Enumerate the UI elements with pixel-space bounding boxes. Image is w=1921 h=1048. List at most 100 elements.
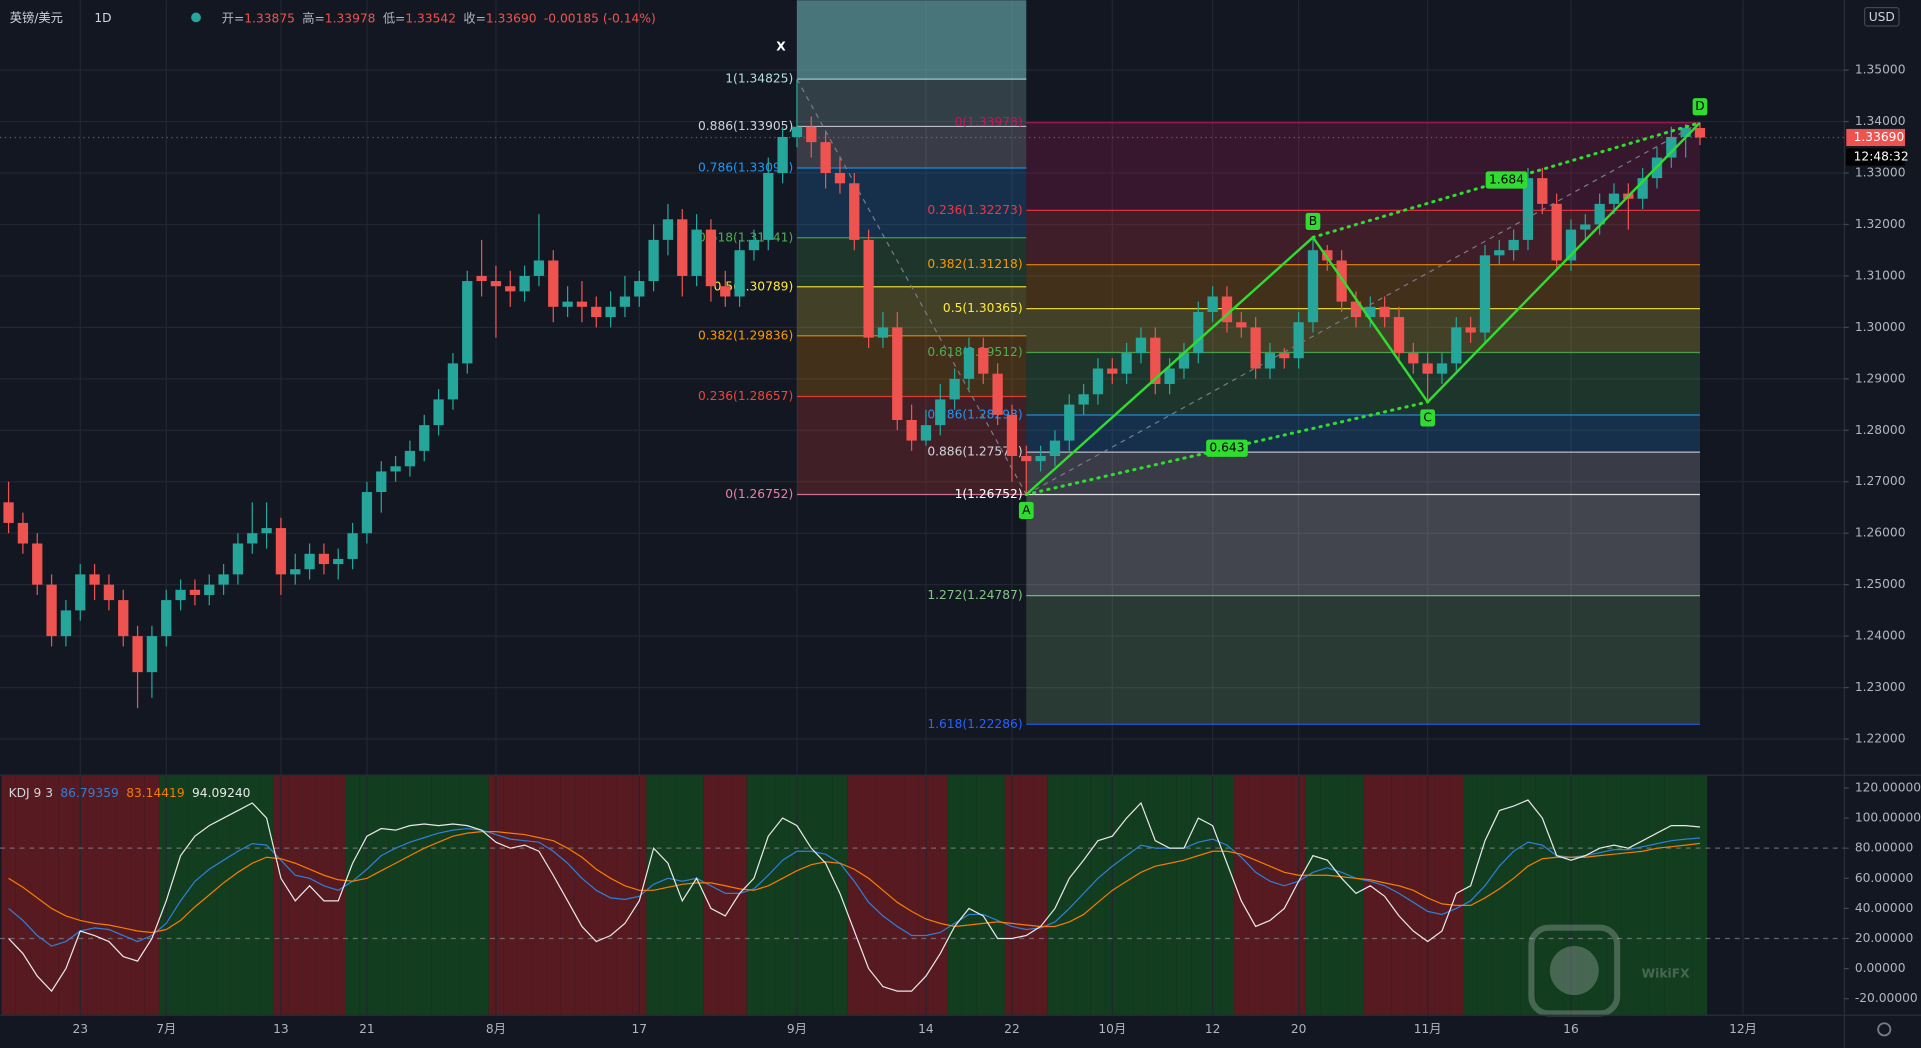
indicator-state (675, 775, 690, 1015)
candle-body (232, 543, 244, 575)
fib-zone (1026, 122, 1700, 211)
fib-zone (1026, 452, 1700, 495)
indicator-state (30, 775, 45, 1015)
candle-body (806, 126, 817, 143)
status-dot (191, 12, 201, 23)
indicator-state (1692, 775, 1708, 1015)
fib-label: 0(1.26752) (725, 487, 793, 501)
candle-body (490, 281, 502, 287)
candle-body (462, 281, 473, 364)
fib-zone (796, 237, 1027, 287)
ratio-label: 0.643 (1209, 441, 1244, 455)
settings-icon[interactable] (1877, 1022, 1892, 1037)
indicator-state (503, 775, 518, 1015)
field-label: 低= (383, 11, 406, 25)
candle-body (1680, 127, 1691, 137)
indicator-state (1549, 775, 1564, 1015)
fib-label: 1(1.26752) (955, 487, 1023, 501)
currency-box[interactable] (1864, 6, 1900, 27)
candle-body (89, 574, 100, 585)
candle-body (1436, 363, 1448, 374)
candle-body (1193, 311, 1204, 354)
candle-body (849, 183, 860, 240)
indicator-state (388, 775, 403, 1015)
candle-body (1307, 250, 1319, 323)
candle-body (1365, 306, 1376, 318)
symbol: 英镑/美元 (10, 10, 63, 25)
y-tick-label: 60.00000 (1855, 871, 1913, 885)
indicator-state (431, 775, 446, 1015)
candle-body (705, 229, 717, 287)
indicator-legend: KDJ 9 3 86.79359 83.14419 94.09240 (9, 785, 251, 799)
candle-body (1264, 353, 1276, 369)
indicator-state (832, 775, 848, 1015)
indicator-state (1305, 775, 1321, 1015)
pattern-leg (1025, 236, 1314, 496)
indicator-state (574, 775, 590, 1015)
x-tick-label: 20 (1291, 1022, 1307, 1036)
candle-body (1379, 306, 1390, 318)
y-tick-label: 80.00000 (1855, 841, 1913, 855)
fib-zone (796, 0, 1027, 80)
candle-body (1694, 127, 1706, 138)
candle-body (605, 306, 616, 318)
indicator-state (288, 775, 303, 1015)
candle-body (1322, 250, 1333, 261)
indicator-state (1363, 775, 1378, 1015)
indicator-state (445, 775, 461, 1015)
candle-body (103, 584, 115, 601)
indicator-state (1635, 775, 1650, 1015)
candle-body (1092, 368, 1104, 395)
indicator-state (1664, 775, 1679, 1015)
field-value: 1.33690 (486, 11, 537, 25)
fib-zone (1026, 494, 1700, 596)
candle-body (519, 275, 530, 292)
candle-body (791, 126, 803, 137)
fib-label: 0.236(1.28657) (698, 389, 793, 403)
indicator-state (646, 775, 661, 1015)
indicator-state (1678, 775, 1693, 1015)
point-label: B (1309, 214, 1317, 228)
candle-body (218, 574, 229, 585)
field-label: 高= (302, 10, 325, 25)
candle-body (863, 239, 874, 338)
last-price-tag (1846, 128, 1906, 147)
countdown: 12:48:32 (1854, 150, 1909, 164)
x-tick-label: 12 (1205, 1022, 1221, 1036)
indicator-state (890, 775, 905, 1015)
fib-label: 0.886(1.27576) (927, 445, 1022, 459)
candle-body (1393, 317, 1405, 354)
indicator-state (1162, 775, 1177, 1015)
point-label: C (1423, 410, 1432, 424)
indicator-state (101, 775, 117, 1015)
candle-body (777, 136, 788, 174)
indicator-state (861, 775, 876, 1015)
candle-body (662, 219, 674, 240)
candle-body (877, 327, 889, 338)
fib-label: 0.786(1.33097) (698, 161, 793, 175)
fib-zone (1026, 352, 1700, 415)
candle-body (361, 492, 373, 534)
harmonic-pattern: 0.643 1.684 X A B C D (776, 40, 1708, 520)
indicator-state (1277, 775, 1292, 1015)
indicator-lines (0, 799, 1844, 993)
candle-body (1465, 327, 1476, 333)
indicator-state (1506, 775, 1521, 1015)
indicator-state (589, 775, 604, 1015)
indicator-state (87, 775, 102, 1015)
candle-body (1078, 394, 1089, 405)
indicator-state (1076, 775, 1091, 1015)
ratio-box (1485, 171, 1528, 189)
candle-body (1580, 224, 1591, 230)
indicator-state (1219, 775, 1235, 1015)
indicator-state (1492, 775, 1507, 1015)
candle-body (447, 363, 459, 400)
x-tick-label: 11月 (1414, 1022, 1442, 1036)
candle-body (1451, 327, 1462, 364)
candle-body (1293, 322, 1304, 359)
last-price-label: 1.33690 (1854, 130, 1905, 144)
indicator-state (474, 775, 489, 1015)
watermark-logo (1528, 924, 1621, 1017)
y-tick-label: 1.22000 (1855, 732, 1906, 746)
candle-body (992, 373, 1003, 415)
